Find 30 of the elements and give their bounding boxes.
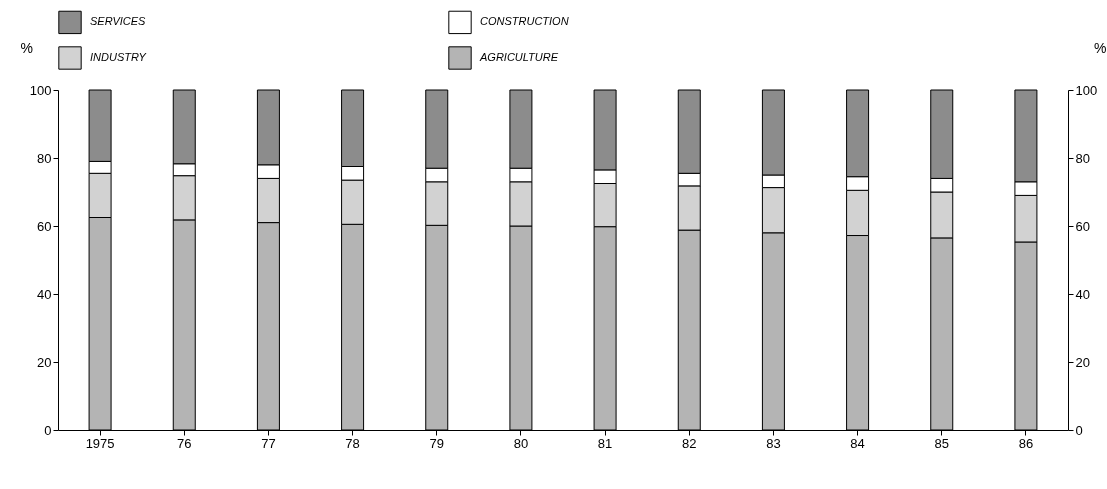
x-tick-label: 78 (345, 435, 360, 451)
x-tick-label: 80 (513, 435, 529, 451)
y2-tick-label: 20 (1075, 354, 1090, 370)
y-tick-label: 20 (37, 354, 52, 370)
x-tick-label: 85 (934, 435, 949, 451)
y-tick-label: 0 (44, 422, 52, 438)
x-tick-label: 86 (1018, 435, 1034, 451)
x-tick-label: 81 (597, 435, 613, 451)
x-tick-label: 82 (682, 435, 697, 451)
y-tick-label: 60 (37, 218, 52, 234)
y2-axis-title: % (1094, 39, 1107, 56)
x-tick-label: 83 (766, 435, 781, 451)
x-tick-label: 76 (177, 435, 192, 451)
y2-tick-label: 100 (1075, 82, 1098, 98)
legend-label: AGRICULTURE (479, 51, 559, 63)
y2-tick-label: 0 (1075, 422, 1083, 438)
y-tick-label: 40 (37, 286, 52, 302)
y2-tick-label: 60 (1075, 218, 1090, 234)
legend-label: CONSTRUCTION (480, 15, 569, 28)
x-tick-label: 77 (261, 435, 276, 451)
legend-label: INDUSTRY (90, 51, 147, 63)
y-tick-label: 80 (37, 150, 52, 166)
y2-tick-label: 40 (1075, 286, 1090, 302)
y2-tick-label: 80 (1075, 150, 1090, 166)
y-axis-title: % (20, 39, 33, 56)
x-tick-label: 84 (850, 435, 865, 451)
x-tick-label: 79 (429, 435, 444, 451)
legend-label: SERVICES (90, 15, 147, 28)
x-tick-label: 1975 (85, 435, 115, 451)
y-tick-label: 100 (29, 82, 52, 98)
